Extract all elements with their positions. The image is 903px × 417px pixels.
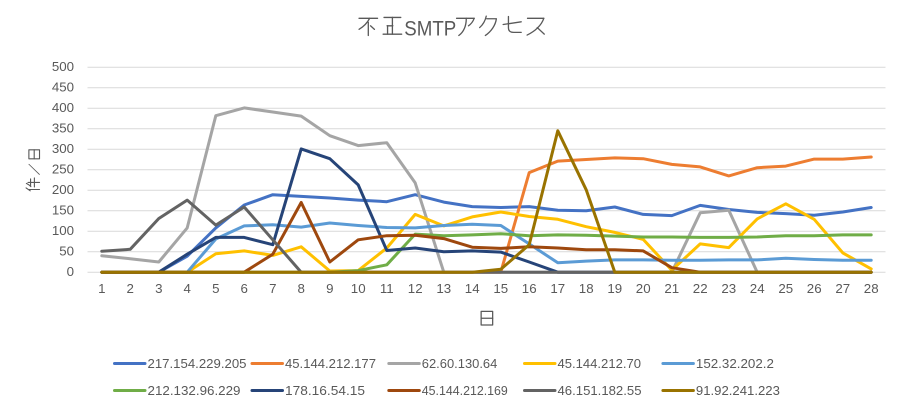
svg-text:18: 18 [579,281,594,296]
svg-text:17: 17 [550,281,565,296]
svg-text:15: 15 [493,281,508,296]
svg-text:46.151.182.55: 46.151.182.55 [558,383,642,398]
svg-text:21: 21 [664,281,679,296]
svg-text:152.32.202.2: 152.32.202.2 [696,356,774,371]
svg-text:350: 350 [52,121,74,136]
svg-text:100: 100 [52,223,74,238]
svg-text:12: 12 [408,281,423,296]
svg-text:178.16.54.15: 178.16.54.15 [285,383,365,398]
svg-text:11: 11 [380,281,394,296]
svg-text:10: 10 [351,281,366,296]
svg-text:7: 7 [269,281,276,296]
svg-text:23: 23 [721,281,736,296]
svg-text:45.144.212.169: 45.144.212.169 [422,383,508,398]
svg-text:200: 200 [52,182,74,197]
svg-text:400: 400 [52,100,74,115]
svg-text:45.144.212.70: 45.144.212.70 [558,356,642,371]
svg-text:3: 3 [155,281,162,296]
svg-text:8: 8 [297,281,304,296]
svg-text:24: 24 [750,281,765,296]
svg-text:91.92.241.223: 91.92.241.223 [696,383,780,398]
svg-text:450: 450 [52,80,74,95]
svg-text:26: 26 [807,281,822,296]
svg-text:45.144.212.177: 45.144.212.177 [285,356,376,371]
svg-text:14: 14 [465,281,480,296]
svg-text:1: 1 [98,281,105,296]
svg-text:13: 13 [436,281,451,296]
svg-text:25: 25 [778,281,793,296]
svg-text:SMTP: SMTP [404,17,456,40]
svg-text:9: 9 [326,281,333,296]
svg-text:28: 28 [864,281,879,296]
svg-text:0: 0 [67,264,74,279]
svg-text:217.154.229.205: 217.154.229.205 [148,356,247,371]
svg-text:16: 16 [522,281,537,296]
svg-text:500: 500 [52,59,74,74]
svg-text:19: 19 [607,281,622,296]
svg-text:22: 22 [693,281,708,296]
svg-text:50: 50 [59,244,74,259]
svg-text:250: 250 [52,162,74,177]
svg-text:2: 2 [126,281,133,296]
svg-text:20: 20 [636,281,651,296]
svg-text:5: 5 [212,281,219,296]
svg-text:27: 27 [835,281,850,296]
svg-text:6: 6 [240,281,247,296]
svg-text:4: 4 [183,281,190,296]
svg-text:62.60.130.64: 62.60.130.64 [422,356,498,371]
svg-text:150: 150 [52,203,74,218]
svg-text:300: 300 [52,141,74,156]
svg-text:212.132.96.229: 212.132.96.229 [148,383,241,398]
